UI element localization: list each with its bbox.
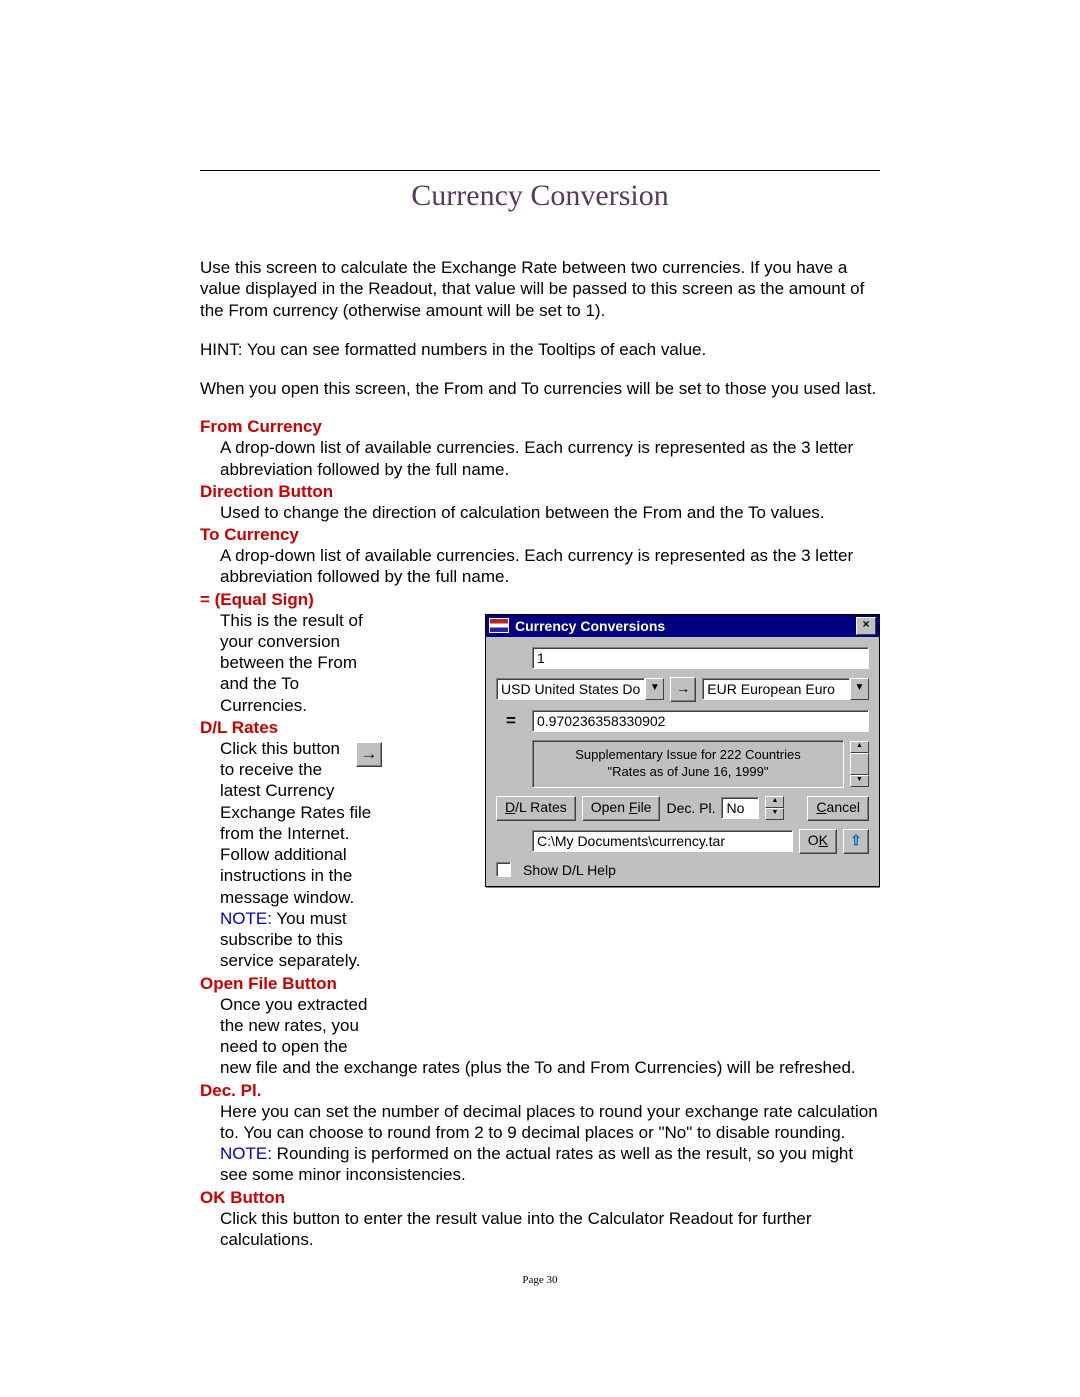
message-line-2: "Rates as of June 16, 1999" (537, 764, 839, 780)
equals-label: = (496, 711, 526, 731)
note-label: NOTE: (220, 909, 272, 928)
term-direction: Direction Button (200, 482, 880, 502)
scroll-track[interactable] (850, 753, 869, 775)
message-scrollbar[interactable]: ▲ ▼ (850, 741, 869, 787)
decpl-label: Dec. Pl. (666, 800, 715, 816)
dialog-window: Currency Conversions × 1 USD United Stat… (485, 614, 880, 887)
top-rule (200, 170, 880, 171)
from-currency-value: USD United States Do (496, 678, 645, 700)
page-title: Currency Conversion (200, 179, 880, 213)
arrow-right-icon: → (356, 742, 382, 767)
close-icon[interactable]: × (856, 617, 876, 635)
page-footer: Page 30 (200, 1274, 880, 1286)
dialog-container: Currency Conversions × 1 USD United Stat… (485, 614, 880, 887)
term-from-currency: From Currency (200, 417, 880, 437)
term-ok-button: OK Button (200, 1188, 880, 1208)
show-dl-help-label: Show D/L Help (523, 862, 616, 878)
dialog-titlebar: Currency Conversions × (486, 615, 879, 637)
from-currency-select[interactable]: USD United States Do ▼ (496, 678, 664, 700)
file-path-output: C:\My Documents\currency.tar (532, 830, 793, 852)
scroll-up-icon[interactable]: ▲ (850, 741, 869, 753)
def-direction: Used to change the direction of calculat… (220, 502, 880, 523)
note-label: NOTE: (220, 1144, 272, 1163)
amount-input[interactable]: 1 (532, 647, 869, 669)
dl-rates-button[interactable]: D/L Rates (496, 796, 576, 821)
chevron-down-icon[interactable]: ▼ (850, 678, 869, 700)
up-arrow-button[interactable]: ⇧ (843, 829, 869, 854)
to-currency-value: EUR European Euro (702, 678, 850, 700)
note-dec-pl: Rounding is performed on the actual rate… (220, 1144, 853, 1184)
term-to-currency: To Currency (200, 525, 880, 545)
def-ok-button: Click this button to enter the result va… (220, 1208, 880, 1251)
scroll-down-icon[interactable]: ▼ (850, 775, 869, 787)
def-to-currency: A drop-down list of available currencies… (220, 545, 880, 588)
spinner-up-icon[interactable]: ▲ (765, 796, 784, 808)
spinner-down-icon[interactable]: ▼ (765, 808, 784, 820)
result-output: 0.970236358330902 (532, 710, 869, 732)
term-dec-pl: Dec. Pl. (200, 1081, 880, 1101)
term-open-file: Open File Button (200, 974, 880, 994)
def-dl-rates-text: Click this button to receive the latest … (220, 739, 371, 907)
direction-button[interactable]: → (670, 677, 696, 702)
ok-button[interactable]: OK (799, 829, 837, 854)
open-file-button[interactable]: Open File (582, 796, 661, 821)
cancel-button[interactable]: Cancel (807, 796, 869, 821)
def-open-file-1: Once you extracted the new rates, you ne… (220, 994, 390, 1058)
message-line-1: Supplementary Issue for 222 Countries (537, 747, 839, 763)
def-open-file-2: new file and the exchange rates (plus th… (220, 1057, 880, 1078)
def-dl-rates: → Click this button to receive the lates… (220, 738, 390, 972)
show-dl-help-checkbox[interactable] (496, 862, 511, 877)
to-currency-select[interactable]: EUR European Euro ▼ (702, 678, 869, 700)
decpl-spinner[interactable]: ▲ ▼ (765, 796, 784, 820)
dialog-title: Currency Conversions (515, 618, 665, 634)
def-equal-sign: This is the result of your conversion be… (220, 610, 390, 716)
hint-paragraph: HINT: You can see formatted numbers in t… (200, 339, 880, 360)
wrap-region: Currency Conversions × 1 USD United Stat… (200, 610, 880, 1058)
dialog-body: 1 USD United States Do ▼ → EUR European … (486, 637, 879, 886)
decpl-input[interactable]: No (721, 797, 759, 819)
flag-icon (489, 618, 509, 633)
chevron-down-icon[interactable]: ▼ (645, 678, 664, 700)
open-paragraph: When you open this screen, the From and … (200, 378, 880, 399)
def-from-currency: A drop-down list of available currencies… (220, 437, 880, 480)
document-page: Currency Conversion Use this screen to c… (0, 0, 1080, 1346)
intro-paragraph: Use this screen to calculate the Exchang… (200, 257, 880, 321)
message-box: Supplementary Issue for 222 Countries "R… (532, 740, 844, 788)
def-dec-pl-text: Here you can set the number of decimal p… (220, 1102, 878, 1142)
def-dec-pl: Here you can set the number of decimal p… (220, 1101, 880, 1186)
term-equal-sign: = (Equal Sign) (200, 590, 880, 610)
